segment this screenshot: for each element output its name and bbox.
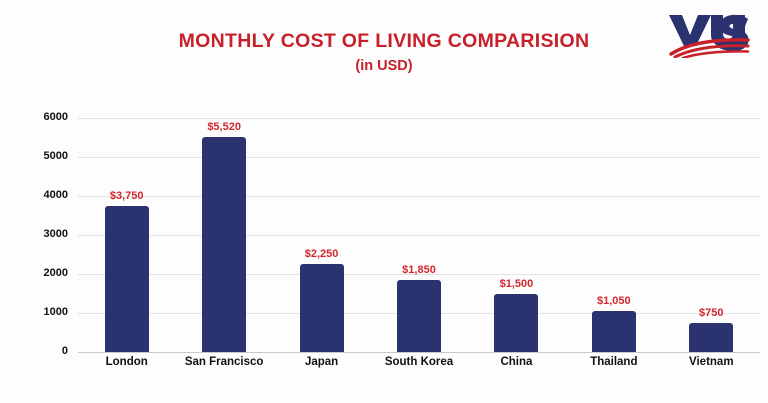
x-axis-tick-label: Vietnam <box>689 356 734 368</box>
bar-group[interactable]: $2,250 <box>282 248 362 352</box>
bar-value-label: $1,500 <box>499 277 534 290</box>
bar[interactable] <box>397 279 441 352</box>
y-axis-tick-label: 0 <box>61 345 68 357</box>
bar-value-label: $3,750 <box>109 189 144 202</box>
bar[interactable] <box>689 322 734 352</box>
bar-value-label: $5,520 <box>207 120 241 133</box>
bar[interactable] <box>202 136 247 352</box>
bar-group[interactable]: $1,050 <box>574 295 654 352</box>
y-axis-tick-label: 6000 <box>43 111 68 123</box>
x-axis-tick-label: London <box>105 356 148 368</box>
y-axis-tick-label: 3000 <box>43 228 68 240</box>
bar[interactable] <box>299 264 344 352</box>
y-axis-tick-label: 4000 <box>43 189 68 201</box>
x-axis-tick-label: Thailand <box>590 356 638 368</box>
bar-value-label: $2,250 <box>304 248 339 261</box>
bar-group[interactable]: $3,750 <box>87 190 167 352</box>
x-axis-tick-label: San Francisco <box>184 356 264 368</box>
bar-value-label: $1,850 <box>402 263 436 276</box>
x-axis-tick-label: China <box>500 356 533 368</box>
y-axis-tick-label: 1000 <box>43 306 68 318</box>
bar-group[interactable]: $5,520 <box>184 121 264 352</box>
gridline <box>78 157 760 158</box>
axis-baseline <box>78 352 760 353</box>
gridline <box>78 196 760 197</box>
gridline <box>78 118 760 119</box>
bar-group[interactable]: $1,850 <box>379 264 459 352</box>
vus-logo <box>668 12 750 60</box>
flag-swoosh <box>669 38 750 60</box>
bar-group[interactable]: $750 <box>671 307 751 352</box>
x-axis-tick-label: South Korea <box>384 356 454 368</box>
bar-group[interactable]: $1,500 <box>476 277 556 352</box>
y-axis-tick-label: 5000 <box>43 150 68 162</box>
y-axis-tick-label: 2000 <box>43 267 68 279</box>
bar[interactable] <box>494 293 539 352</box>
bar-value-label: $1,050 <box>597 295 631 308</box>
x-axis-tick-label: Japan <box>304 356 339 368</box>
gridline <box>78 274 760 275</box>
bar[interactable] <box>104 205 149 352</box>
bar-value-label: $750 <box>699 306 724 319</box>
gridline <box>78 235 760 236</box>
bar[interactable] <box>591 311 636 352</box>
